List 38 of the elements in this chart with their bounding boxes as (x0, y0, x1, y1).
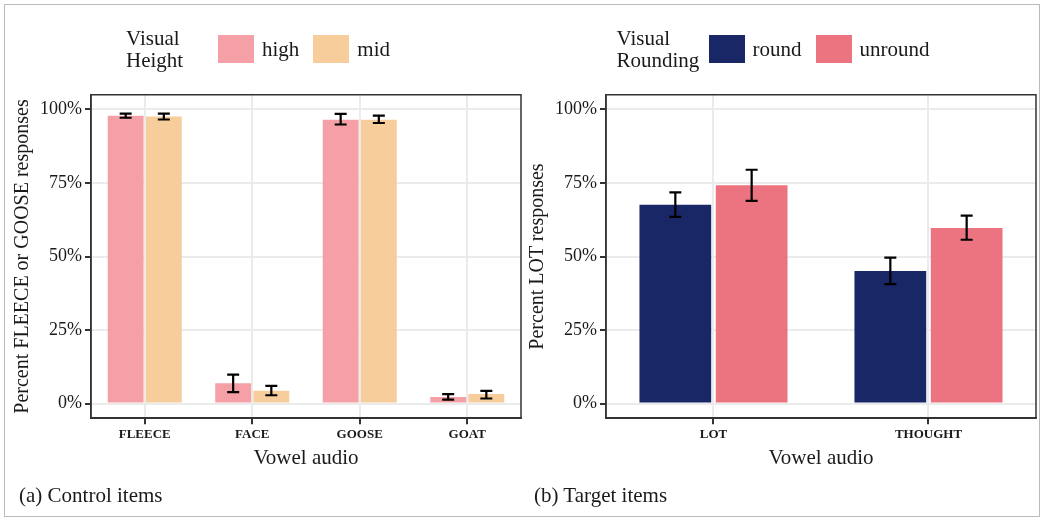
bar (145, 116, 182, 403)
legend-label: mid (357, 36, 390, 62)
y-tick-label: 75% (48, 171, 82, 192)
x-axis-title: Vowel audio (768, 444, 874, 469)
y-tick-label: 50% (48, 245, 82, 266)
y-tick-label: 0% (57, 392, 82, 413)
bar (322, 119, 359, 403)
x-tick-label: FLEECE (118, 426, 171, 442)
y-tick-label: 75% (563, 171, 597, 192)
y-axis-title: Percent FLEECE or GOOSE responses (10, 99, 34, 414)
bar (930, 227, 1003, 403)
bar (215, 383, 252, 403)
x-axis-title: Vowel audio (253, 444, 359, 469)
bar (715, 185, 788, 403)
x-tick-label: GOOSE (336, 426, 383, 442)
x-tick-label: THOUGHT (894, 426, 963, 442)
y-tick-label: 0% (572, 392, 597, 413)
bar (639, 204, 712, 403)
y-tick-label: 25% (563, 318, 597, 339)
y-tick-label: 50% (563, 245, 597, 266)
legend-label: high (261, 36, 300, 62)
x-tick-label: LOT (699, 426, 728, 442)
legend-label: round (752, 36, 802, 62)
bar (107, 115, 144, 403)
text: (b) Target items (534, 483, 668, 508)
y-tick-label: 100% (554, 98, 597, 119)
legend-label: unround (859, 36, 930, 62)
bar (360, 119, 397, 403)
y-tick-label: 100% (39, 98, 82, 119)
bar (854, 270, 927, 403)
legend-title: Visual Height (125, 26, 185, 72)
bar (253, 390, 290, 403)
legend-title: Visual Rounding (616, 26, 700, 72)
y-tick-label: 25% (48, 318, 82, 339)
x-tick-label: GOAT (448, 426, 487, 442)
text: (a) Control items (19, 483, 163, 508)
x-tick-label: FACE (235, 426, 270, 442)
y-axis-title: Percent LOT responses (525, 163, 549, 350)
